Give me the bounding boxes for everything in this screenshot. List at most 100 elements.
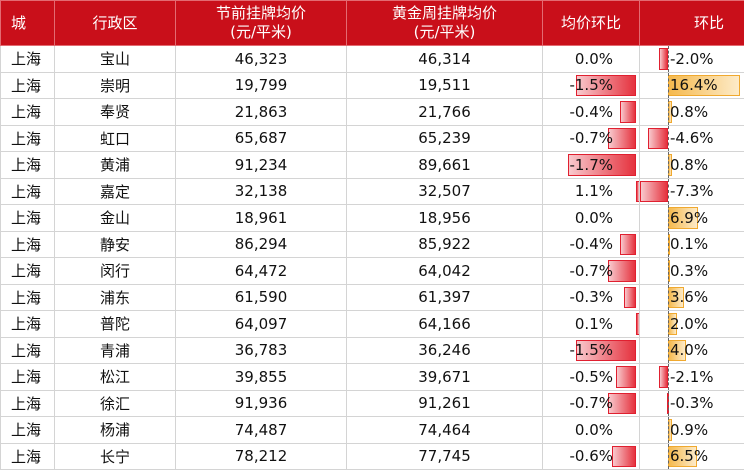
mom-cell: -0.5% bbox=[542, 363, 640, 391]
mom-bar bbox=[620, 233, 636, 255]
mom-value: -0.4% bbox=[569, 102, 613, 121]
header-golden-price-line2: (元/平米) bbox=[413, 23, 476, 41]
mom2-cell: 6.5% bbox=[639, 442, 744, 470]
mom2-axis bbox=[668, 205, 669, 231]
mom2-cell: 0.1% bbox=[639, 230, 744, 258]
district-cell: 金山 bbox=[54, 204, 176, 232]
district-cell: 长宁 bbox=[54, 442, 176, 470]
mom2-value: -7.3% bbox=[670, 182, 714, 201]
city-cell: 上海 bbox=[0, 363, 55, 391]
mom2-axis bbox=[668, 152, 669, 178]
mom-cell: 1.1% bbox=[542, 177, 640, 205]
golden-price-cell: 36,246 bbox=[346, 336, 543, 364]
mom-cell: -0.7% bbox=[542, 124, 640, 152]
golden-price-cell: 64,042 bbox=[346, 257, 543, 285]
mom2-axis bbox=[668, 72, 669, 98]
mom-cell: -0.4% bbox=[542, 98, 640, 126]
pre-price-cell: 61,590 bbox=[175, 283, 347, 311]
table-row: 上海 徐汇 91,936 91,261 -0.7% -0.3% bbox=[0, 389, 744, 417]
mom2-axis bbox=[668, 231, 669, 257]
golden-price-cell: 32,507 bbox=[346, 177, 543, 205]
mom-value: 0.1% bbox=[574, 314, 613, 333]
city-cell: 上海 bbox=[0, 71, 55, 99]
mom2-cell: 4.0% bbox=[639, 336, 744, 364]
mom2-axis bbox=[668, 46, 669, 72]
mom2-bar bbox=[659, 48, 668, 70]
mom-bar bbox=[568, 154, 636, 176]
mom-value: -1.5% bbox=[569, 341, 613, 360]
mom-bar bbox=[608, 392, 636, 414]
mom2-axis bbox=[668, 443, 669, 469]
mom2-value: 16.4% bbox=[670, 76, 718, 95]
district-cell: 嘉定 bbox=[54, 177, 176, 205]
golden-price-cell: 74,464 bbox=[346, 416, 543, 444]
mom2-cell: -2.0% bbox=[639, 45, 744, 73]
mom2-cell: -4.6% bbox=[639, 124, 744, 152]
pre-price-cell: 74,487 bbox=[175, 416, 347, 444]
golden-price-cell: 65,239 bbox=[346, 124, 543, 152]
golden-price-cell: 61,397 bbox=[346, 283, 543, 311]
pre-price-cell: 18,961 bbox=[175, 204, 347, 232]
header-district: 行政区 bbox=[54, 0, 176, 46]
city-cell: 上海 bbox=[0, 257, 55, 285]
mom2-cell: 0.8% bbox=[639, 151, 744, 179]
mom-value: -0.5% bbox=[569, 367, 613, 386]
golden-price-cell: 19,511 bbox=[346, 71, 543, 99]
header-city: 城 bbox=[0, 0, 55, 46]
mom2-value: -0.3% bbox=[670, 394, 714, 413]
mom2-axis bbox=[668, 178, 669, 204]
table-row: 上海 普陀 64,097 64,166 0.1% 2.0% bbox=[0, 310, 744, 338]
district-cell: 崇明 bbox=[54, 71, 176, 99]
table-row: 上海 青浦 36,783 36,246 -1.5% 4.0% bbox=[0, 336, 744, 364]
mom2-cell: -0.3% bbox=[639, 389, 744, 417]
mom2-cell: 0.9% bbox=[639, 416, 744, 444]
city-cell: 上海 bbox=[0, 416, 55, 444]
table-row: 上海 崇明 19,799 19,511 -1.5% 16.4% bbox=[0, 71, 744, 99]
city-cell: 上海 bbox=[0, 204, 55, 232]
mom-cell: -0.6% bbox=[542, 442, 640, 470]
mom-value: -1.7% bbox=[569, 155, 613, 174]
pre-price-cell: 91,234 bbox=[175, 151, 347, 179]
golden-price-cell: 46,314 bbox=[346, 45, 543, 73]
mom-bar bbox=[624, 286, 636, 308]
mom2-axis bbox=[668, 337, 669, 363]
mom2-value: 0.8% bbox=[670, 102, 709, 121]
table-row: 上海 金山 18,961 18,956 0.0% 6.9% bbox=[0, 204, 744, 232]
district-cell: 闵行 bbox=[54, 257, 176, 285]
table-row: 上海 长宁 78,212 77,745 -0.6% 6.5% bbox=[0, 442, 744, 470]
mom2-value: 3.6% bbox=[670, 288, 709, 307]
mom2-value: 4.0% bbox=[670, 341, 709, 360]
city-cell: 上海 bbox=[0, 98, 55, 126]
mom-cell: -0.3% bbox=[542, 283, 640, 311]
table-row: 上海 浦东 61,590 61,397 -0.3% 3.6% bbox=[0, 283, 744, 311]
mom2-value: -2.0% bbox=[670, 49, 714, 68]
pre-price-cell: 91,936 bbox=[175, 389, 347, 417]
pre-price-cell: 64,097 bbox=[175, 310, 347, 338]
city-cell: 上海 bbox=[0, 310, 55, 338]
pre-price-cell: 46,323 bbox=[175, 45, 347, 73]
mom-value: -0.7% bbox=[569, 394, 613, 413]
mom-value: 1.1% bbox=[574, 182, 613, 201]
pre-price-cell: 65,687 bbox=[175, 124, 347, 152]
mom2-cell: 2.0% bbox=[639, 310, 744, 338]
mom-value: -0.7% bbox=[569, 261, 613, 280]
mom-bar bbox=[636, 313, 639, 335]
mom-cell: -0.4% bbox=[542, 230, 640, 258]
golden-price-cell: 21,766 bbox=[346, 98, 543, 126]
golden-price-cell: 85,922 bbox=[346, 230, 543, 258]
city-cell: 上海 bbox=[0, 124, 55, 152]
mom-value: 0.0% bbox=[574, 49, 613, 68]
pre-price-cell: 32,138 bbox=[175, 177, 347, 205]
mom2-value: 0.9% bbox=[670, 420, 709, 439]
mom-bar bbox=[636, 180, 639, 202]
mom-value: -0.7% bbox=[569, 129, 613, 148]
mom2-value: 0.1% bbox=[670, 235, 709, 254]
city-cell: 上海 bbox=[0, 151, 55, 179]
mom-bar bbox=[616, 366, 636, 388]
mom2-value: 6.5% bbox=[670, 447, 709, 466]
city-cell: 上海 bbox=[0, 336, 55, 364]
mom2-cell: 6.9% bbox=[639, 204, 744, 232]
district-cell: 青浦 bbox=[54, 336, 176, 364]
table-row: 上海 闵行 64,472 64,042 -0.7% 0.3% bbox=[0, 257, 744, 285]
pre-price-cell: 19,799 bbox=[175, 71, 347, 99]
